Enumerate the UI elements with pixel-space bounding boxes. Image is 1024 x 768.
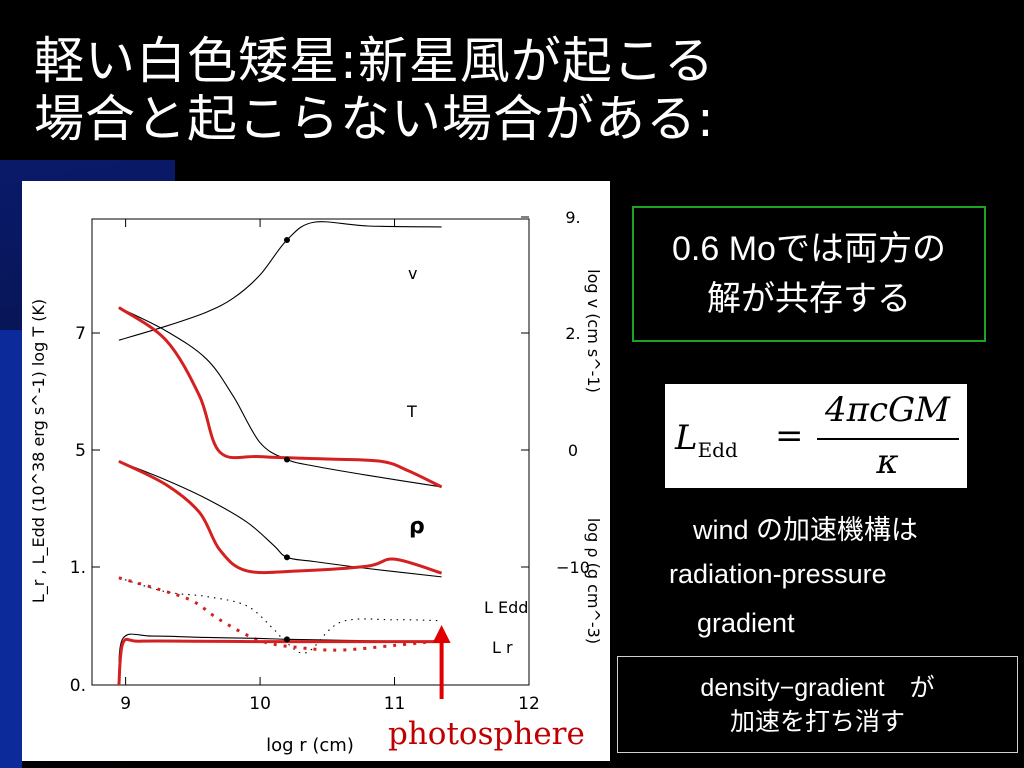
formula-numerator: 4πcGM	[825, 390, 950, 430]
left-tick-label: 5	[75, 441, 86, 461]
wind-profile-plot: 9 10 11 12 0. 1. 5 7 9. 2. 0 −10 log r (cm) L_r , L_E…	[29, 208, 603, 756]
right-tick-label: 0	[568, 441, 578, 460]
series-ρ-red	[118, 459, 443, 575]
note-box-density: density−gradient が 加速を打ち消す	[617, 656, 1018, 753]
photosphere-label: photosphere	[388, 716, 585, 752]
right-tick-label: 2.	[565, 324, 580, 343]
x-axis-label: log r (cm)	[266, 735, 354, 756]
note-line-1: 0.6 Moでは両方の	[672, 230, 946, 268]
mechanism-line-1: wind の加速機構は	[693, 515, 919, 545]
curve-label: ρ	[409, 514, 425, 539]
curve-label: L r	[492, 638, 513, 657]
plot-panel: 9 10 11 12 0. 1. 5 7 9. 2. 0 −10 log r (cm) L_r , L_E…	[22, 181, 610, 761]
note-line-2: 解が共存する	[707, 280, 911, 318]
left-tick-label: 0.	[70, 676, 86, 696]
left-axis-label: L_r , L_Edd (10^38 erg s^-1) log T (K)	[29, 299, 49, 603]
sonic-point-marker	[283, 636, 290, 643]
series-l-r-red	[117, 637, 442, 686]
series-l-edd-red	[118, 576, 442, 652]
mechanism-line-3: gradient	[697, 608, 795, 638]
formula-equals: =	[775, 416, 804, 456]
formula-fraction-bar	[817, 438, 959, 440]
mechanism-line-2: radiation-pressure	[669, 559, 887, 589]
right-tick-label: −10	[556, 558, 590, 577]
formula-denominator: κ	[876, 442, 899, 482]
eddington-formula: LEdd = 4πcGM κ	[665, 384, 967, 488]
left-tick-label: 1.	[70, 558, 86, 578]
x-tick-label: 12	[518, 694, 540, 714]
note-box-green: 0.6 Moでは両方の 解が共存する	[632, 206, 986, 342]
slide-title: 軽い白色矮星:新星風が起こる 場合と起こらない場合がある:	[34, 32, 715, 148]
photosphere-arrow-head	[432, 625, 451, 643]
series-v-black	[118, 221, 442, 341]
x-tick-label: 11	[384, 694, 406, 714]
sonic-point-marker	[283, 554, 290, 561]
title-line-2: 場合と起こらない場合がある:	[34, 90, 715, 148]
curve-label: v	[408, 264, 417, 283]
density-line-1: density−gradient が	[700, 674, 935, 702]
left-tick-label: 7	[75, 324, 86, 344]
sonic-point-marker	[283, 236, 290, 243]
right-axis-label-top: log v (cm s^-1)	[584, 269, 603, 393]
plot-frame	[91, 218, 530, 686]
x-tick-label: 9	[120, 694, 131, 714]
x-tick-label: 10	[249, 694, 271, 714]
formula-lhs: LEdd	[675, 418, 738, 462]
series-t-red	[118, 306, 443, 489]
title-line-1: 軽い白色矮星:新星風が起こる	[34, 32, 715, 90]
right-tick-label: 9.	[565, 208, 580, 227]
right-axis-label-bottom: log ρ (g cm^-3)	[584, 518, 603, 644]
sonic-point-marker	[283, 456, 290, 463]
background-strip	[0, 330, 22, 768]
curve-label: T	[406, 402, 417, 421]
density-line-2: 加速を打ち消す	[729, 708, 905, 736]
series-t-black	[118, 307, 442, 488]
curve-label: L Edd	[484, 598, 528, 617]
